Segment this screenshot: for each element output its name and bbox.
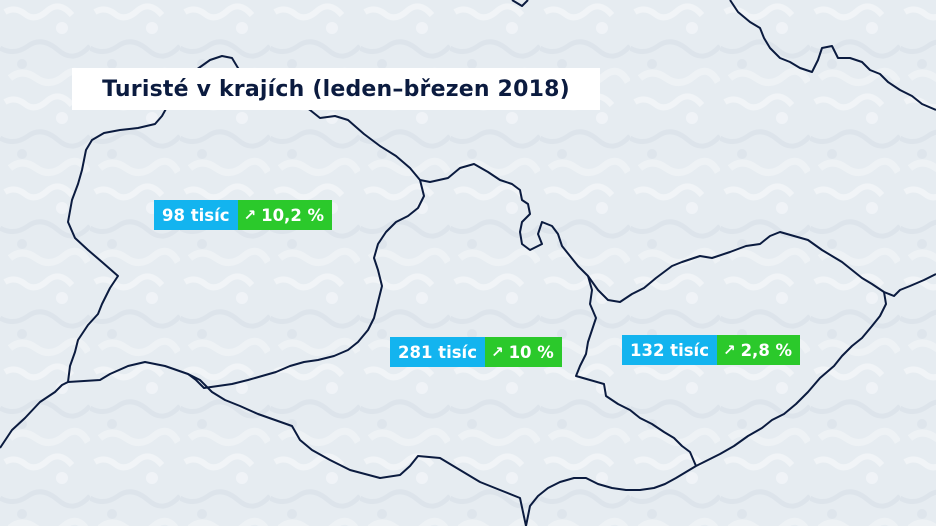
trend-badge: ↗ 2,8 % (717, 335, 801, 365)
trend-up-icon: ↗ (723, 341, 736, 359)
trend-up-icon: ↗ (491, 343, 504, 361)
region-border-east (575, 275, 697, 467)
state-border-east (525, 291, 887, 526)
visitor-count: 132 tisíc (622, 335, 717, 365)
state-border-northeast (729, 0, 936, 111)
region-stat-central: 281 tisíc ↗ 10 % (390, 337, 562, 367)
visitor-count: 98 tisíc (154, 200, 238, 230)
state-border-west (0, 361, 527, 526)
trend-value: 10,2 % (261, 205, 325, 225)
trend-badge: ↗ 10 % (485, 337, 562, 367)
region-border-west (187, 179, 425, 389)
state-border-top (511, 0, 529, 7)
state-border-north (67, 55, 936, 383)
trend-value: 10 % (508, 342, 554, 362)
visitor-count: 281 tisíc (390, 337, 485, 367)
trend-value: 2,8 % (740, 340, 793, 360)
region-stat-west: 98 tisíc ↗ 10,2 % (154, 200, 333, 230)
region-stat-east: 132 tisíc ↗ 2,8 % (622, 335, 801, 365)
trend-up-icon: ↗ (243, 206, 257, 224)
trend-badge: ↗ 10,2 % (237, 200, 333, 230)
map-title: Turisté v krajích (leden–březen 2018) (72, 68, 600, 110)
